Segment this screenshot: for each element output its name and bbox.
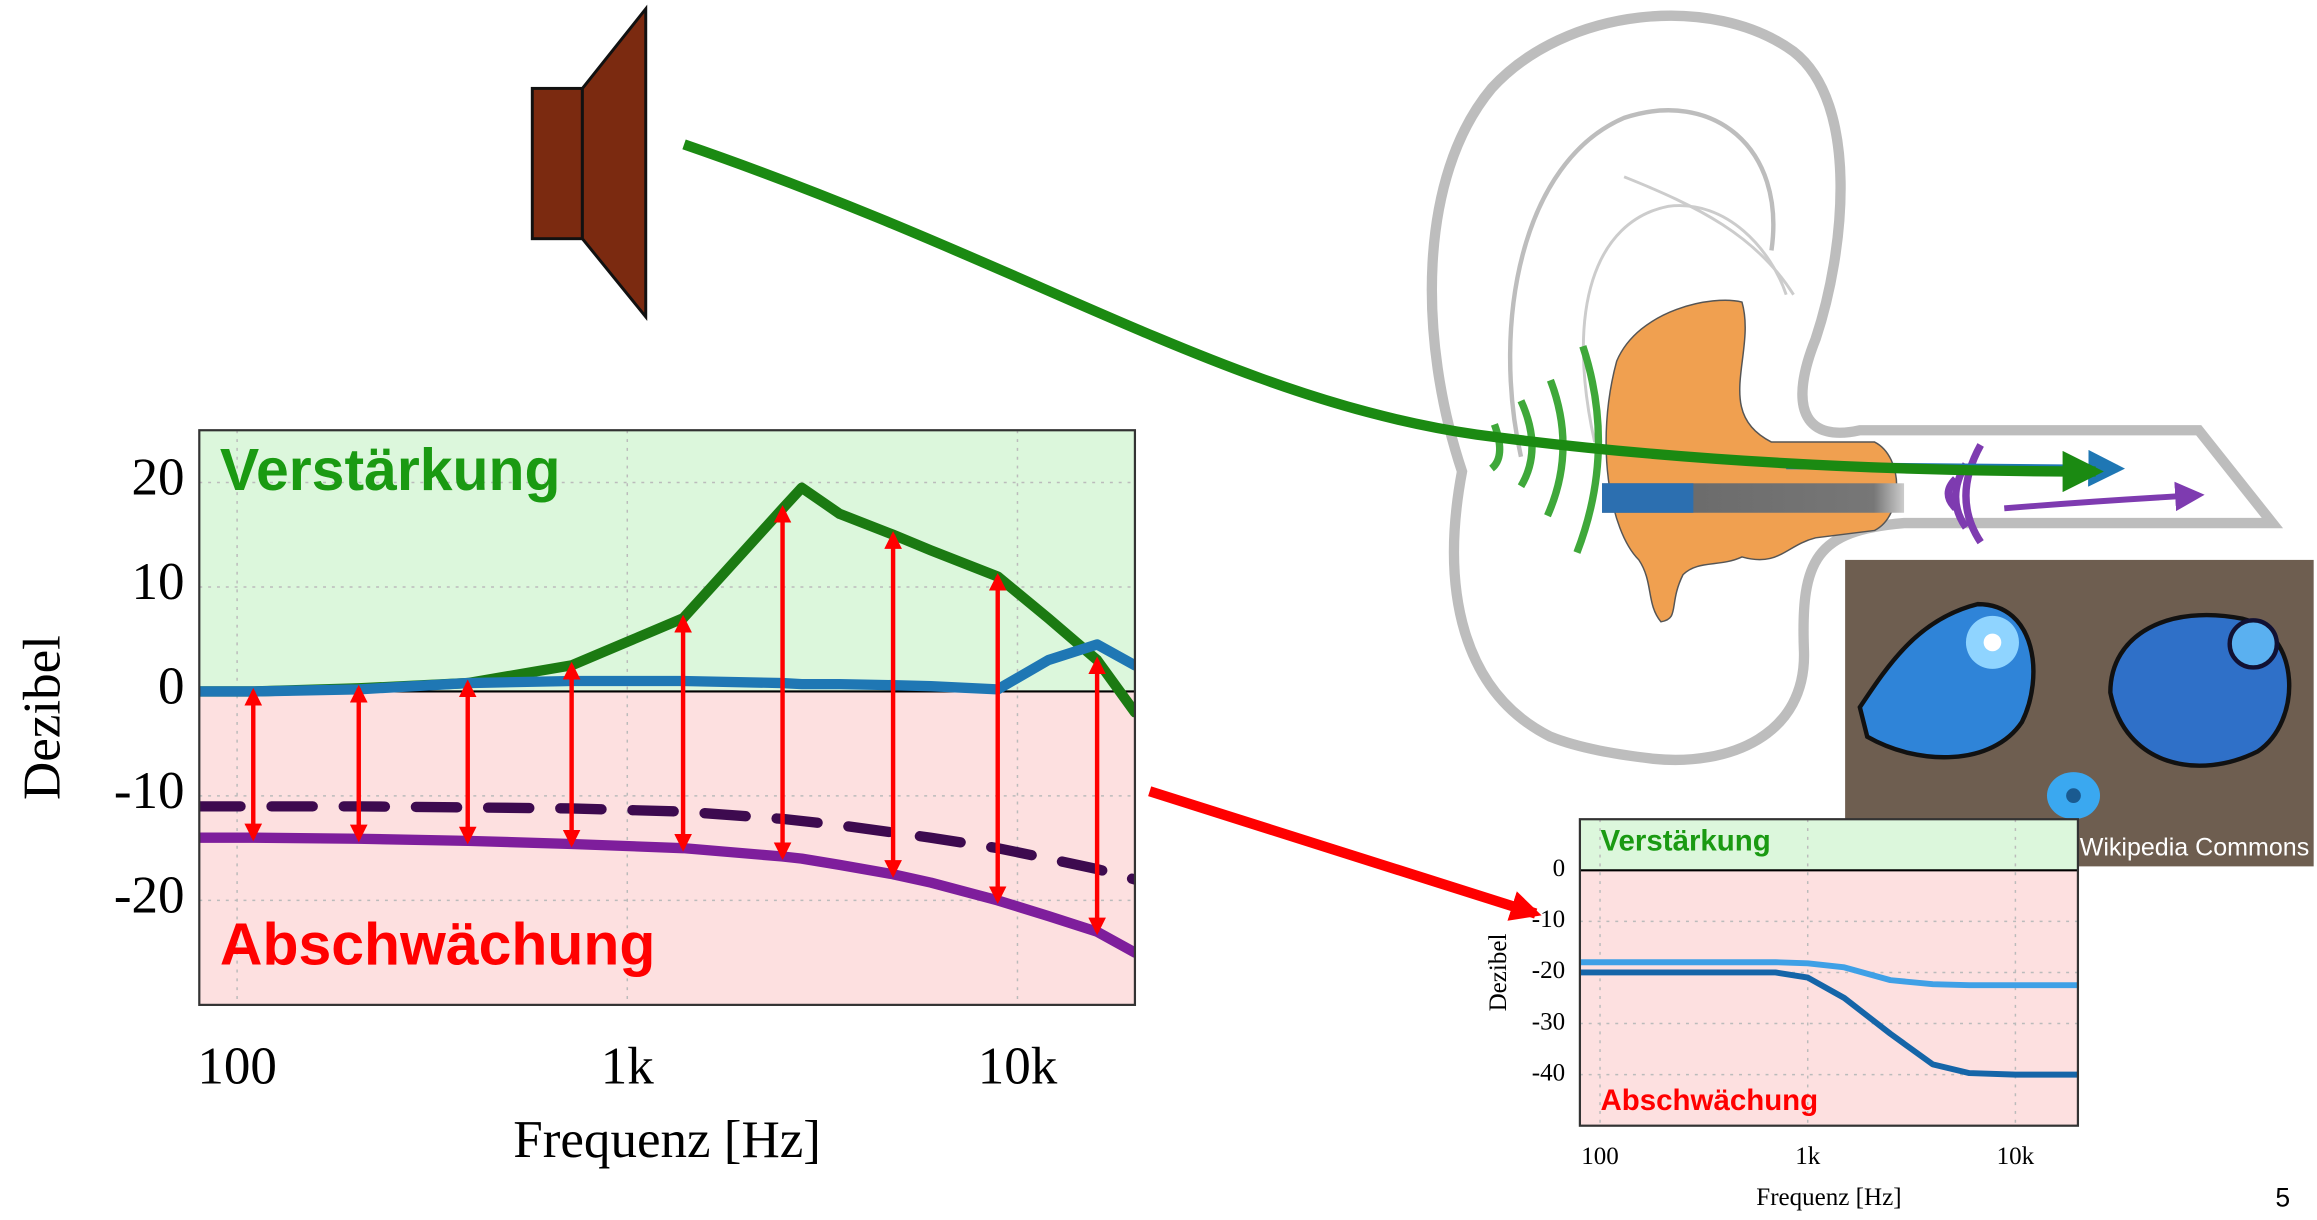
annotation-loss: Abschwächung — [220, 912, 655, 977]
x-tick-label: 1k — [601, 1037, 655, 1095]
annotation-gain: Verstärkung — [220, 438, 561, 503]
annotation-gain: Verstärkung — [1601, 825, 1771, 858]
x-tick-label: 10k — [1997, 1143, 2035, 1170]
zoom-arrow — [1150, 791, 1536, 913]
y-axis-label: Dezibel — [1485, 934, 1512, 1012]
x-tick-label: 10k — [978, 1037, 1058, 1095]
chart: 0 -10 -20 -30 -40 100 1k 10k Verstärkung Abschwäc… — [1485, 819, 2078, 1211]
slide: Wikipedia Commons 5 -20 -10 0 10 20 100 1k 10k V… — [0, 0, 2317, 1220]
y-tick-label: -20 — [114, 867, 185, 925]
y-tick-label: -10 — [1532, 906, 1565, 933]
x-axis-label: Frequenz [Hz] — [1756, 1184, 1901, 1211]
x-tick-label: 100 — [197, 1037, 277, 1095]
chart: -20 -10 0 10 20 100 1k 10k Verstärkung Abschwächu… — [14, 430, 1135, 1169]
y-tick-label: 20 — [132, 449, 185, 507]
y-axis-label: Dezibel — [14, 635, 72, 800]
y-tick-label: 10 — [132, 553, 185, 611]
attenuated-arrow — [2004, 495, 2198, 508]
page-number: 5 — [2275, 1182, 2290, 1212]
annotation-loss: Abschwächung — [1601, 1084, 1819, 1117]
sound-path — [684, 144, 2096, 471]
x-tick-label: 100 — [1581, 1143, 1619, 1170]
speaker — [532, 9, 645, 317]
photo-credit: Wikipedia Commons — [2080, 833, 2310, 861]
y-tick-label: -30 — [1532, 1008, 1565, 1035]
y-tick-label: -10 — [114, 762, 185, 820]
x-axis-label: Frequenz [Hz] — [513, 1111, 821, 1169]
y-tick-label: -40 — [1532, 1059, 1565, 1086]
page: {"chart_data": [ {"type": "line", "xlabe… — [0, 0, 2317, 1220]
y-tick-label: -20 — [1532, 957, 1565, 984]
y-tick-label: 0 — [1553, 855, 1566, 882]
x-tick-label: 1k — [1795, 1143, 1821, 1170]
y-tick-label: 0 — [158, 658, 185, 716]
